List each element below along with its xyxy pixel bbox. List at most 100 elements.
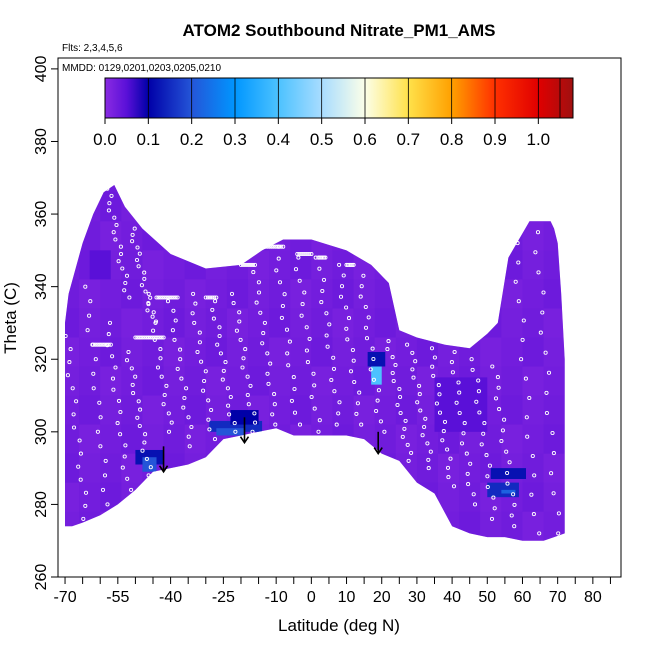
field-cell	[121, 511, 143, 541]
sample-point	[341, 273, 346, 278]
sample-point	[203, 369, 208, 374]
sample-point	[193, 301, 198, 306]
sample-point	[277, 280, 283, 285]
field-cell	[416, 395, 439, 425]
sample-point	[344, 305, 349, 310]
field-cell	[543, 185, 565, 193]
sample-point	[398, 394, 403, 400]
field-cell	[121, 424, 143, 454]
field-cell	[184, 482, 206, 512]
field-cell	[226, 453, 249, 483]
field-cell	[79, 424, 101, 454]
sample-point	[487, 463, 492, 468]
field-cell	[142, 395, 164, 425]
colorbar-tick-label: 0.3	[223, 130, 247, 149]
y-tick-label: 380	[33, 128, 50, 155]
sample-point	[395, 402, 400, 408]
sample-point	[93, 342, 98, 347]
field-cell	[248, 308, 270, 338]
sample-point	[556, 511, 561, 516]
sample-point	[479, 442, 484, 447]
x-tick-label: 40	[443, 589, 461, 606]
sample-point	[242, 262, 248, 267]
field-cell	[395, 221, 417, 251]
sample-point	[324, 311, 329, 316]
sample-point	[507, 460, 512, 465]
sample-point	[70, 386, 75, 391]
colorbar-tick-label: 0.8	[440, 130, 464, 149]
sample-point	[158, 295, 163, 300]
colorbar-tick-label: 1.0	[527, 130, 551, 149]
sample-point	[284, 327, 290, 332]
sample-point	[97, 400, 102, 405]
sample-point	[331, 355, 336, 360]
sample-point	[139, 283, 144, 288]
sample-point	[228, 394, 233, 400]
field-cell	[565, 163, 586, 192]
sample-point	[331, 366, 337, 371]
sample-point	[437, 410, 443, 415]
field-cell	[353, 453, 375, 483]
field-cell	[459, 337, 481, 367]
field-cell	[65, 279, 80, 309]
sample-point	[351, 358, 356, 363]
sample-point	[122, 454, 127, 459]
field-cell	[416, 221, 439, 251]
field-cell	[565, 366, 586, 395]
annotation-arrowhead	[239, 436, 250, 445]
field-cell	[79, 366, 101, 396]
sample-point	[154, 295, 159, 300]
sample-point	[345, 337, 350, 342]
sample-point	[127, 295, 132, 300]
sample-point	[309, 251, 314, 257]
sample-point	[410, 350, 415, 355]
sample-point	[430, 364, 435, 369]
field-cell	[100, 424, 122, 454]
field-cell	[480, 511, 502, 541]
sample-point	[415, 400, 420, 405]
field-cell	[248, 250, 270, 280]
sample-point	[500, 428, 505, 433]
sample-point	[505, 481, 510, 486]
sample-point	[243, 347, 248, 352]
field-cell	[269, 366, 291, 396]
field-cell	[100, 279, 122, 309]
sample-point	[436, 383, 441, 388]
field-cell	[79, 185, 101, 193]
sample-point	[495, 375, 500, 380]
field-cell	[438, 453, 460, 483]
field-cell	[163, 395, 185, 425]
sample-point	[305, 360, 310, 365]
sample-point	[108, 342, 113, 347]
sample-point	[339, 284, 345, 289]
sample-point	[272, 392, 277, 397]
plot-area	[60, 163, 586, 541]
field-cell	[142, 366, 164, 396]
field-cell	[374, 221, 396, 251]
sample-point	[312, 383, 317, 388]
field-cell	[290, 279, 312, 309]
sample-point	[60, 320, 65, 325]
field-cell	[142, 192, 164, 222]
sample-point	[405, 442, 410, 447]
sample-point	[95, 342, 100, 347]
chart-title: ATOM2 Southbound Nitrate_PM1_AMS	[183, 21, 496, 40]
field-cell	[100, 192, 122, 222]
field-cell	[142, 424, 164, 454]
sample-point	[403, 418, 408, 423]
field-cell	[395, 511, 417, 541]
sample-point	[537, 531, 542, 536]
sample-point	[151, 328, 156, 333]
sample-point	[175, 366, 180, 371]
sample-point	[292, 386, 297, 392]
field-cell	[311, 424, 333, 454]
field-cell	[565, 512, 586, 541]
field-cell	[121, 185, 143, 193]
sample-point	[170, 328, 175, 333]
field-cell	[522, 185, 544, 193]
field-cell	[184, 192, 206, 222]
field-cell	[438, 482, 460, 512]
sample-point	[229, 291, 235, 296]
sample-point	[187, 444, 192, 449]
sample-point	[337, 400, 342, 405]
